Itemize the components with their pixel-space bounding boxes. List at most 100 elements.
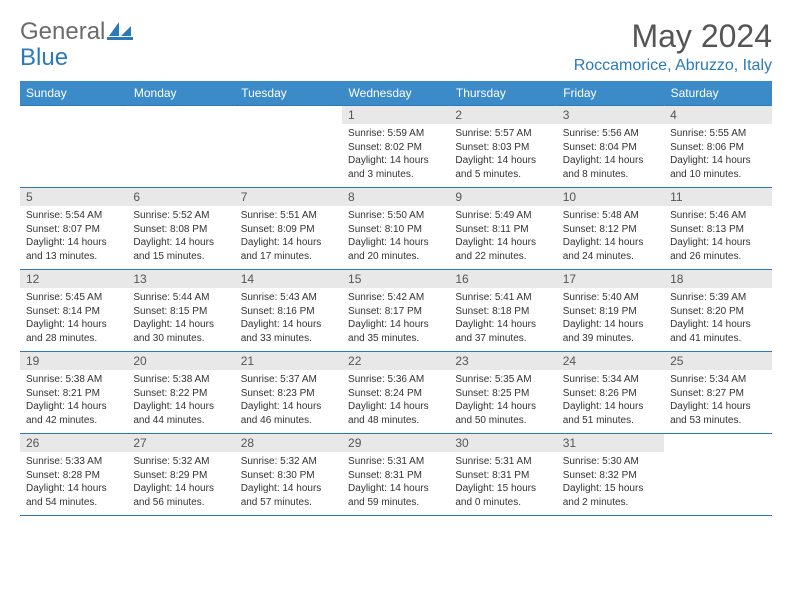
day-body: Sunrise: 5:34 AMSunset: 8:27 PMDaylight:… — [664, 370, 771, 429]
day-body: Sunrise: 5:57 AMSunset: 8:03 PMDaylight:… — [449, 124, 556, 183]
daylight-2: and 56 minutes. — [133, 496, 228, 510]
sunset: Sunset: 8:24 PM — [348, 387, 443, 401]
calendar-cell: 27Sunrise: 5:32 AMSunset: 8:29 PMDayligh… — [127, 434, 234, 516]
day-number: 21 — [235, 352, 342, 370]
calendar-cell: 19Sunrise: 5:38 AMSunset: 8:21 PMDayligh… — [20, 352, 127, 434]
month-title: May 2024 — [574, 18, 772, 55]
day-body: Sunrise: 5:39 AMSunset: 8:20 PMDaylight:… — [664, 288, 771, 347]
sunrise: Sunrise: 5:51 AM — [241, 209, 336, 223]
daylight-1: Daylight: 15 hours — [455, 482, 550, 496]
daylight-2: and 35 minutes. — [348, 332, 443, 346]
sunrise: Sunrise: 5:34 AM — [563, 373, 658, 387]
day-number: 29 — [342, 434, 449, 452]
daylight-2: and 28 minutes. — [26, 332, 121, 346]
daylight-2: and 51 minutes. — [563, 414, 658, 428]
daylight-2: and 42 minutes. — [26, 414, 121, 428]
day-body: Sunrise: 5:49 AMSunset: 8:11 PMDaylight:… — [449, 206, 556, 265]
daylight-2: and 22 minutes. — [455, 250, 550, 264]
day-number: 1 — [342, 106, 449, 124]
sunrise: Sunrise: 5:32 AM — [133, 455, 228, 469]
day-body: Sunrise: 5:33 AMSunset: 8:28 PMDaylight:… — [20, 452, 127, 511]
sunrise: Sunrise: 5:49 AM — [455, 209, 550, 223]
sunset: Sunset: 8:09 PM — [241, 223, 336, 237]
daylight-2: and 41 minutes. — [670, 332, 765, 346]
day-body: Sunrise: 5:51 AMSunset: 8:09 PMDaylight:… — [235, 206, 342, 265]
daylight-2: and 30 minutes. — [133, 332, 228, 346]
day-number: 13 — [127, 270, 234, 288]
sunset: Sunset: 8:25 PM — [455, 387, 550, 401]
sunrise: Sunrise: 5:38 AM — [26, 373, 121, 387]
day-number: 22 — [342, 352, 449, 370]
calendar-cell: 8Sunrise: 5:50 AMSunset: 8:10 PMDaylight… — [342, 188, 449, 270]
day-number: 25 — [664, 352, 771, 370]
sunset: Sunset: 8:08 PM — [133, 223, 228, 237]
day-number: 14 — [235, 270, 342, 288]
sunset: Sunset: 8:02 PM — [348, 141, 443, 155]
brand-name-1: General — [20, 18, 105, 46]
daylight-2: and 44 minutes. — [133, 414, 228, 428]
sunrise: Sunrise: 5:31 AM — [348, 455, 443, 469]
sunrise: Sunrise: 5:40 AM — [563, 291, 658, 305]
calendar-cell — [235, 106, 342, 188]
daylight-1: Daylight: 14 hours — [348, 318, 443, 332]
sunrise: Sunrise: 5:46 AM — [670, 209, 765, 223]
day-body: Sunrise: 5:55 AMSunset: 8:06 PMDaylight:… — [664, 124, 771, 183]
sunset: Sunset: 8:12 PM — [563, 223, 658, 237]
sunset: Sunset: 8:18 PM — [455, 305, 550, 319]
daylight-1: Daylight: 14 hours — [241, 236, 336, 250]
sunset: Sunset: 8:15 PM — [133, 305, 228, 319]
daylight-1: Daylight: 14 hours — [241, 482, 336, 496]
calendar-cell: 28Sunrise: 5:32 AMSunset: 8:30 PMDayligh… — [235, 434, 342, 516]
sunrise: Sunrise: 5:44 AM — [133, 291, 228, 305]
day-number: 30 — [449, 434, 556, 452]
day-body: Sunrise: 5:48 AMSunset: 8:12 PMDaylight:… — [557, 206, 664, 265]
sunset: Sunset: 8:27 PM — [670, 387, 765, 401]
daylight-2: and 5 minutes. — [455, 168, 550, 182]
calendar-cell: 20Sunrise: 5:38 AMSunset: 8:22 PMDayligh… — [127, 352, 234, 434]
calendar-cell — [664, 434, 771, 516]
day-body: Sunrise: 5:42 AMSunset: 8:17 PMDaylight:… — [342, 288, 449, 347]
daylight-1: Daylight: 15 hours — [563, 482, 658, 496]
calendar-cell: 15Sunrise: 5:42 AMSunset: 8:17 PMDayligh… — [342, 270, 449, 352]
daylight-1: Daylight: 14 hours — [455, 318, 550, 332]
day-body: Sunrise: 5:30 AMSunset: 8:32 PMDaylight:… — [557, 452, 664, 511]
calendar-row: 26Sunrise: 5:33 AMSunset: 8:28 PMDayligh… — [20, 434, 772, 516]
brand-name-2: Blue — [20, 44, 68, 71]
location: Roccamorice, Abruzzo, Italy — [574, 57, 772, 75]
sunset: Sunset: 8:10 PM — [348, 223, 443, 237]
daylight-2: and 48 minutes. — [348, 414, 443, 428]
title-block: May 2024 Roccamorice, Abruzzo, Italy — [574, 18, 772, 75]
sunrise: Sunrise: 5:31 AM — [455, 455, 550, 469]
sunset: Sunset: 8:16 PM — [241, 305, 336, 319]
daylight-2: and 8 minutes. — [563, 168, 658, 182]
calendar-cell: 29Sunrise: 5:31 AMSunset: 8:31 PMDayligh… — [342, 434, 449, 516]
brand-logo: General — [20, 18, 135, 46]
daylight-1: Daylight: 14 hours — [26, 482, 121, 496]
day-body: Sunrise: 5:37 AMSunset: 8:23 PMDaylight:… — [235, 370, 342, 429]
sunrise: Sunrise: 5:52 AM — [133, 209, 228, 223]
day-number: 27 — [127, 434, 234, 452]
calendar-cell: 1Sunrise: 5:59 AMSunset: 8:02 PMDaylight… — [342, 106, 449, 188]
calendar-cell: 10Sunrise: 5:48 AMSunset: 8:12 PMDayligh… — [557, 188, 664, 270]
day-number: 6 — [127, 188, 234, 206]
daylight-1: Daylight: 14 hours — [455, 400, 550, 414]
calendar-cell: 13Sunrise: 5:44 AMSunset: 8:15 PMDayligh… — [127, 270, 234, 352]
daylight-1: Daylight: 14 hours — [670, 318, 765, 332]
daylight-1: Daylight: 14 hours — [563, 154, 658, 168]
day-number: 23 — [449, 352, 556, 370]
calendar-cell: 16Sunrise: 5:41 AMSunset: 8:18 PMDayligh… — [449, 270, 556, 352]
sunrise: Sunrise: 5:50 AM — [348, 209, 443, 223]
sunset: Sunset: 8:29 PM — [133, 469, 228, 483]
daylight-1: Daylight: 14 hours — [670, 236, 765, 250]
calendar-cell: 30Sunrise: 5:31 AMSunset: 8:31 PMDayligh… — [449, 434, 556, 516]
day-number: 16 — [449, 270, 556, 288]
day-body: Sunrise: 5:38 AMSunset: 8:22 PMDaylight:… — [127, 370, 234, 429]
daylight-1: Daylight: 14 hours — [455, 154, 550, 168]
day-body: Sunrise: 5:41 AMSunset: 8:18 PMDaylight:… — [449, 288, 556, 347]
calendar-cell: 26Sunrise: 5:33 AMSunset: 8:28 PMDayligh… — [20, 434, 127, 516]
sunrise: Sunrise: 5:54 AM — [26, 209, 121, 223]
daylight-1: Daylight: 14 hours — [26, 400, 121, 414]
sunset: Sunset: 8:04 PM — [563, 141, 658, 155]
sunrise: Sunrise: 5:36 AM — [348, 373, 443, 387]
daylight-2: and 15 minutes. — [133, 250, 228, 264]
